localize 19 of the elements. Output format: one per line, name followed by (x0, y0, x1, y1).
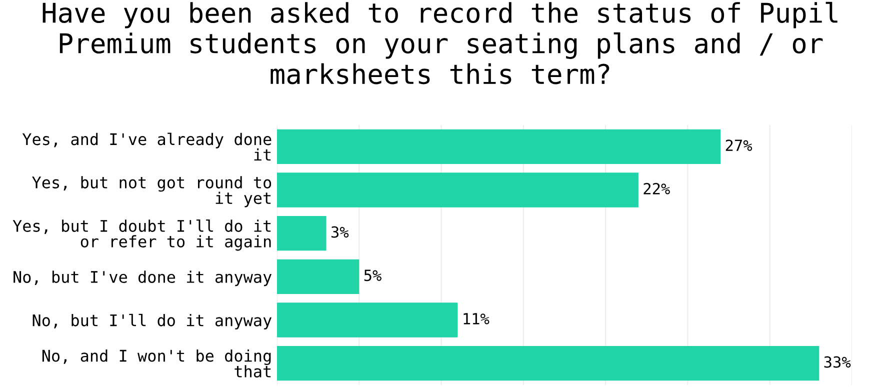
bar (277, 259, 360, 294)
y-tick-label: Yes, but I doubt I'll do it or refer to it again (12, 219, 271, 251)
data-label: 33% (824, 356, 851, 368)
data-label: 5% (364, 270, 382, 282)
data-label: 3% (331, 226, 349, 238)
bar (277, 302, 458, 338)
chart-title: Have you been asked to record the status of Pupil Premium students on your seating plans and / or marksheets this term? (42, 2, 838, 84)
y-tick-label: Yes, and I've already done it (22, 132, 272, 161)
data-label: 22% (644, 182, 670, 194)
y-tick-label: No, and I won't be doing that (42, 349, 271, 378)
bar (277, 346, 820, 381)
data-label: 27% (726, 140, 752, 151)
y-tick-label: No, but I've done it anyway (14, 270, 272, 286)
y-tick-label: No, but I'll do it anyway (32, 314, 272, 330)
bar (277, 216, 326, 251)
data-label: 11% (464, 313, 490, 324)
bar (277, 129, 721, 164)
bar (277, 172, 638, 208)
y-tick-label: Yes, but not got round to it yet (32, 176, 272, 208)
